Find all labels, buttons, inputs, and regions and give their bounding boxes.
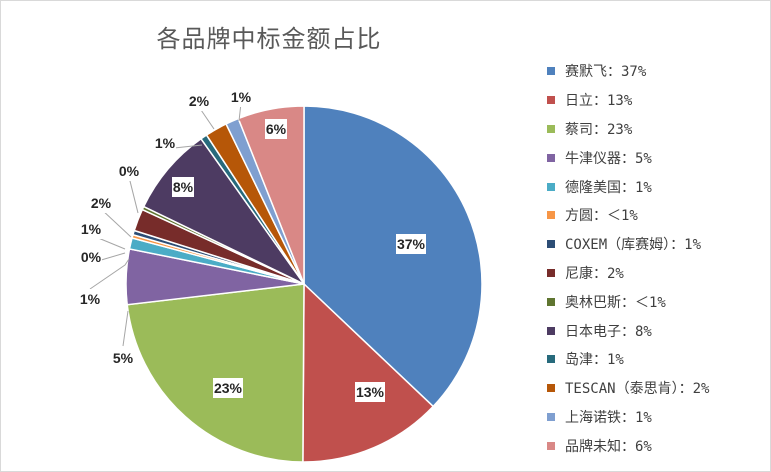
data-label-14: 6%: [266, 121, 287, 137]
data-label-12: 2%: [189, 93, 210, 109]
legend-swatch: [547, 268, 555, 277]
legend-item: 尼康：2%: [541, 259, 769, 288]
legend-swatch: [547, 441, 555, 450]
legend-swatch: [547, 182, 555, 191]
data-label-box-14: [265, 119, 287, 139]
legend-label: 德隆美国：1%: [565, 179, 652, 196]
legend-item: 牛津仪器：5%: [541, 143, 769, 172]
data-label-6: 0%: [81, 249, 102, 265]
legend-item: 赛默飞：37%: [541, 57, 769, 86]
legend-item: 上海诺铁：1%: [541, 403, 769, 432]
legend-item: 岛津：1%: [541, 345, 769, 374]
chart-title: 各品牌中标金额占比: [156, 25, 382, 53]
data-label-box-13: [230, 87, 252, 107]
legend-swatch: [547, 124, 555, 133]
leader-line-4: [122, 310, 129, 347]
data-label-5: 1%: [80, 291, 101, 307]
chart-legend: 赛默飞：37% 日立：13% 蔡司：23% 牛津仪器：5% 德隆美国：1% 方圆：＜1% C…: [541, 57, 769, 460]
legend-item: TESCAN（泰思肯）：2%: [541, 374, 769, 403]
data-label-box-9: [118, 161, 140, 181]
legend-swatch: [547, 211, 555, 220]
pie-slice-10: [142, 137, 305, 285]
legend-swatch: [547, 326, 555, 335]
data-label-2: 13%: [356, 384, 385, 400]
legend-label: 尼康：2%: [565, 265, 624, 282]
pie-slice-1: [303, 105, 483, 408]
legend-swatch: [547, 153, 555, 162]
legend-swatch: [547, 96, 555, 105]
leader-line-5: [89, 258, 130, 290]
legend-label: 日立：13%: [565, 93, 633, 110]
data-label-box-10: [172, 177, 194, 197]
legend-item: 日立：13%: [541, 86, 769, 115]
pie-slice-14: [237, 105, 305, 285]
legend-label: 蔡司：23%: [565, 121, 633, 138]
legend-item: 品牌未知：6%: [541, 431, 769, 460]
legend-label: 日本电子：8%: [565, 323, 652, 340]
data-label-box-7: [80, 219, 102, 239]
data-label-box-5: [79, 289, 101, 309]
legend-swatch: [547, 297, 555, 306]
data-label-box-6: [80, 247, 102, 267]
data-label-box-4: [112, 348, 134, 368]
legend-item: 奥林巴斯：＜1%: [541, 287, 769, 316]
data-label-7: 1%: [81, 221, 102, 237]
data-label-1: 37%: [397, 236, 426, 252]
data-label-11: 1%: [155, 135, 176, 151]
legend-label: TESCAN（泰思肯）：2%: [565, 381, 710, 398]
legend-label: 品牌未知：6%: [565, 438, 652, 455]
leader-line-9: [128, 176, 139, 214]
legend-label: 岛津：1%: [565, 352, 624, 369]
data-label-box-12: [188, 91, 210, 111]
data-label-4: 5%: [113, 350, 134, 366]
legend-swatch: [547, 355, 555, 364]
data-label-9: 0%: [119, 163, 140, 179]
data-label-10: 8%: [173, 179, 194, 195]
legend-swatch: [547, 384, 555, 393]
legend-item: COXEM（库赛姆）：1%: [541, 230, 769, 259]
data-label-box-8: [90, 193, 112, 213]
legend-swatch: [547, 412, 555, 421]
pie-slice-2: [302, 282, 435, 463]
legend-item: 方圆：＜1%: [541, 201, 769, 230]
legend-label: 方圆：＜1%: [565, 208, 638, 225]
data-label-13: 1%: [231, 89, 252, 105]
legend-item: 德隆美国：1%: [541, 172, 769, 201]
legend-label: 牛津仪器：5%: [565, 150, 652, 167]
data-label-box-3: [213, 378, 243, 398]
legend-label: COXEM（库赛姆）：1%: [565, 237, 702, 254]
data-label-box-11: [154, 133, 176, 153]
leader-line-8: [100, 208, 132, 238]
legend-label: 赛默飞：37%: [565, 64, 647, 81]
data-label-8: 2%: [91, 195, 112, 211]
legend-label: 奥林巴斯：＜1%: [565, 294, 666, 311]
data-label-box-2: [355, 382, 385, 402]
pie-slice-3: [126, 283, 305, 463]
legend-item: 日本电子：8%: [541, 316, 769, 345]
pie-chart: 37% 13% 23% 5% 1% 0% 1% 2% 0% 8% 1% 2% 1% 6%: [79, 87, 483, 463]
legend-swatch: [547, 240, 555, 249]
legend-item: 蔡司：23%: [541, 115, 769, 144]
legend-label: 上海诺铁：1%: [565, 409, 652, 426]
data-label-3: 23%: [214, 380, 243, 396]
legend-swatch: [547, 67, 555, 76]
data-label-box-1: [396, 234, 426, 254]
